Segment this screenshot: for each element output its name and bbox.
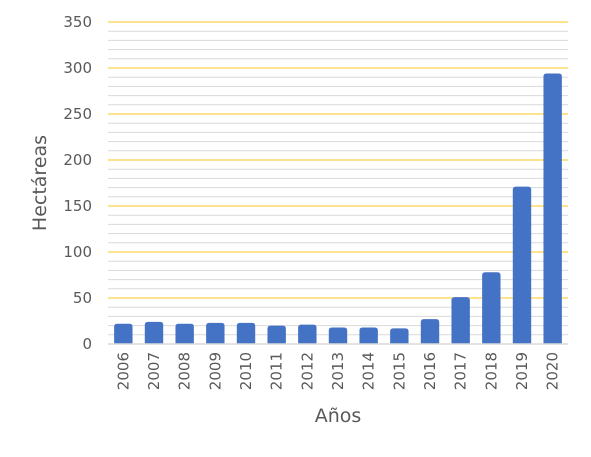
bar-2020 [543,73,562,345]
x-tick-label: 2020 [544,352,562,390]
minor-gridlines [108,30,568,336]
bar-2007 [144,321,164,344]
bar-2013 [328,327,348,344]
bar-2012 [298,324,317,344]
y-axis-tick-labels: 0 50 100 150 200 250 300 350 [63,13,92,353]
bar-2018 [482,272,501,344]
x-tick-label: 2019 [513,352,531,390]
bar-2016 [420,319,440,344]
x-tick-label: 2006 [114,352,132,390]
bar-2008 [175,323,194,344]
y-tick-label: 0 [82,335,92,353]
x-tick-label: 2016 [421,352,439,390]
x-tick-label: 2018 [482,352,500,390]
bar-2015 [390,328,409,344]
y-tick-label: 100 [63,243,92,261]
x-tick-label: 2012 [298,352,316,390]
y-tick-label: 300 [63,59,92,77]
y-tick-label: 350 [63,13,92,31]
bar-series [114,73,562,345]
bar-2019 [512,186,532,344]
y-tick-label: 250 [63,105,92,123]
major-gridlines [108,21,568,299]
bar-2011 [267,325,286,344]
x-tick-label: 2010 [237,352,255,390]
x-tick-label: 2014 [360,352,378,390]
x-tick-label: 2011 [268,352,286,390]
bar-2006 [114,323,133,344]
y-tick-label: 200 [63,151,92,169]
x-tick-label: 2015 [390,352,408,390]
x-axis-tick-labels: 2006 2007 2008 2009 2010 2011 2012 2013 2014 2015… [114,352,561,390]
x-axis-title: Años [315,405,362,427]
x-tick-label: 2017 [452,352,470,390]
bar-2009 [206,322,225,344]
y-axis-title: Hectáreas [29,135,51,231]
bar-2017 [451,297,470,344]
x-tick-label: 2013 [329,352,347,390]
y-tick-label: 50 [73,289,92,307]
x-tick-label: 2009 [206,352,224,390]
bar-2014 [359,327,378,344]
x-tick-label: 2008 [176,352,194,390]
y-tick-label: 150 [63,197,92,215]
x-tick-label: 2007 [145,352,163,390]
bar-2010 [236,322,256,344]
